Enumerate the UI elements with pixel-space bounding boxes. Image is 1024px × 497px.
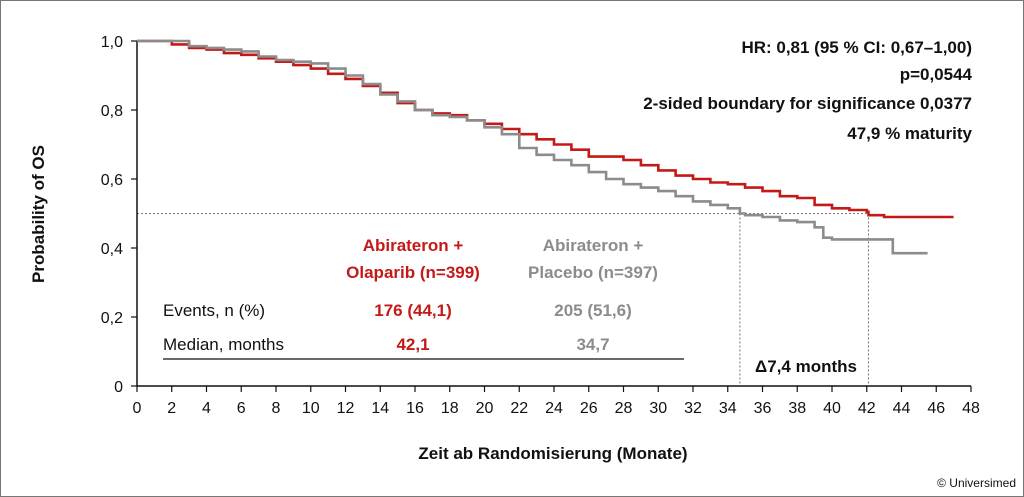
median-olaparib-value: 42,1	[396, 335, 429, 354]
survival-curves	[137, 39, 954, 255]
olaparib-curve	[137, 39, 954, 219]
x-tick-label: 8	[272, 400, 281, 417]
x-tick-label: 2	[167, 400, 176, 417]
y-tick-label: 0	[114, 379, 123, 396]
median-placebo-value: 34,7	[576, 335, 609, 354]
events-placebo-value: 205 (51,6)	[554, 301, 632, 320]
maturity-text: 47,9 % maturity	[847, 124, 972, 143]
y-tick-label: 0,2	[101, 310, 123, 327]
median-row-label: Median, months	[163, 335, 284, 354]
x-tick-label: 40	[823, 400, 841, 417]
boundary-text: 2-sided boundary for significance 0,0377	[643, 94, 972, 113]
y-tick-label: 0,8	[101, 103, 123, 120]
x-tick-label: 42	[858, 400, 876, 417]
delta-median-label: Δ7,4 months	[755, 357, 857, 376]
olaparib-header-line2: Olaparib (n=399)	[346, 263, 480, 282]
x-tick-label: 20	[476, 400, 494, 417]
y-tick-label: 0,4	[101, 241, 123, 258]
hazard-ratio-text: HR: 0,81 (95 % CI: 0,67–1,00)	[741, 38, 972, 57]
x-tick-label: 46	[927, 400, 945, 417]
olaparib-header-line1: Abirateron +	[363, 236, 464, 255]
placebo-header-line2: Placebo (n=397)	[528, 263, 658, 282]
x-axis-title: Zeit ab Randomisierung (Monate)	[418, 444, 687, 463]
x-tick-label: 18	[441, 400, 459, 417]
y-tick-label: 0,6	[101, 172, 123, 189]
x-tick-label: 14	[371, 400, 389, 417]
x-tick-label: 24	[545, 400, 563, 417]
copyright-text: © Universimed	[937, 476, 1016, 490]
events-row-label: Events, n (%)	[163, 301, 265, 320]
x-tick-label: 30	[649, 400, 667, 417]
x-tick-label: 38	[788, 400, 806, 417]
x-tick-label: 34	[719, 400, 737, 417]
x-tick-label: 44	[893, 400, 911, 417]
x-tick-label: 28	[615, 400, 633, 417]
x-tick-label: 10	[302, 400, 320, 417]
x-tick-label: 48	[962, 400, 980, 417]
y-tick-label: 1,0	[101, 34, 123, 51]
axes: 0 2 4 6 8 10 12 14 16 18 20 22 24 26 28 30 32 34 36 38 40 42 4…	[101, 34, 980, 417]
x-tick-label: 32	[684, 400, 702, 417]
x-tick-label: 26	[580, 400, 598, 417]
x-tick-label: 0	[133, 400, 142, 417]
events-olaparib-value: 176 (44,1)	[374, 301, 452, 320]
median-reference-lines	[137, 213, 869, 386]
x-tick-label: 22	[510, 400, 528, 417]
y-axis-title: Probability of OS	[29, 145, 48, 283]
x-tick-label: 4	[202, 400, 211, 417]
x-tick-label: 12	[337, 400, 355, 417]
placebo-curve	[137, 39, 928, 255]
x-tick-label: 16	[406, 400, 424, 417]
p-value-text: p=0,0544	[900, 65, 973, 84]
placebo-header-line1: Abirateron +	[543, 236, 644, 255]
x-tick-label: 6	[237, 400, 246, 417]
x-tick-label: 36	[754, 400, 772, 417]
